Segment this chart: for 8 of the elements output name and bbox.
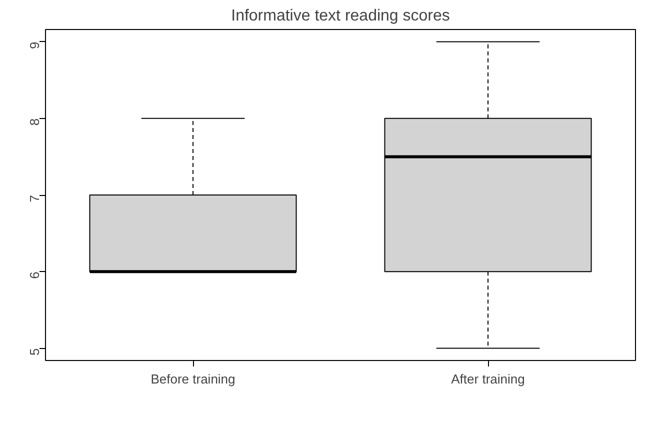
x-tick-label: Before training [150,372,236,386]
y-tick-label: 9 [27,42,42,49]
chart-title: Informative text reading scores [231,8,450,24]
y-tick-label: 6 [27,272,42,279]
y-tick-label: 7 [27,194,42,202]
x-tick-label: After training [451,372,525,386]
y-tick-label: 5 [27,348,42,356]
y-tick-label: 8 [27,118,42,126]
